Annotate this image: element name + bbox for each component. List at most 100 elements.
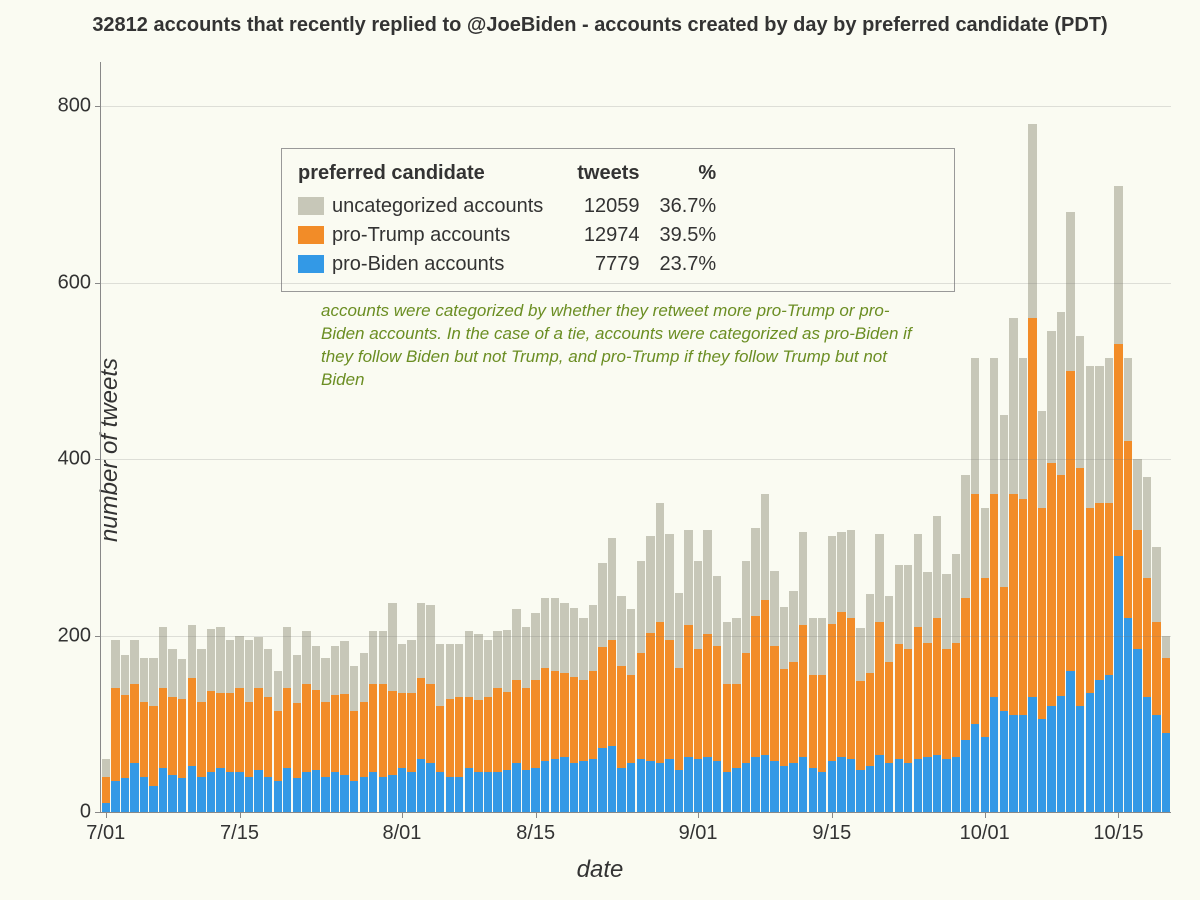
bar-segment-uncat	[407, 640, 415, 693]
bar-segment-uncat	[1105, 358, 1113, 504]
xtick-label: 7/15	[220, 822, 259, 845]
bar-segment-trump	[436, 706, 444, 772]
bar-segment-biden	[321, 777, 329, 812]
bar-segment-trump	[617, 666, 625, 767]
bar-segment-trump	[560, 673, 568, 757]
bar-segment-trump	[684, 625, 692, 757]
bar-segment-uncat	[961, 475, 969, 599]
bar-segment-biden	[503, 770, 511, 812]
bar-segment-uncat	[579, 618, 587, 680]
bar-segment-uncat	[1095, 366, 1103, 503]
ytick-mark	[95, 106, 101, 107]
ytick-mark	[95, 459, 101, 460]
bar-segment-uncat	[398, 644, 406, 693]
bar-segment-biden	[828, 761, 836, 812]
bar-segment-trump	[226, 693, 234, 772]
legend-cell-tweets: 12059	[557, 192, 639, 221]
bar-segment-trump	[531, 680, 539, 768]
bar-segment-uncat	[952, 554, 960, 642]
bar-segment-trump	[388, 691, 396, 775]
bar-segment-uncat	[1162, 636, 1170, 658]
bar-segment-biden	[789, 763, 797, 812]
bar-segment-biden	[226, 772, 234, 812]
plot-area: preferred candidate tweets % uncategoriz…	[100, 62, 1171, 813]
bar-segment-trump	[465, 697, 473, 768]
xtick-label: 10/01	[960, 822, 1010, 845]
bar-segment-uncat	[703, 530, 711, 634]
bar-segment-trump	[1066, 371, 1074, 671]
bar-segment-uncat	[1133, 459, 1141, 530]
bar-segment-uncat	[226, 640, 234, 693]
xtick-label: 8/15	[516, 822, 555, 845]
bar-segment-uncat	[742, 561, 750, 654]
bar-segment-uncat	[140, 658, 148, 702]
bar-segment-trump	[398, 693, 406, 768]
legend-row: pro-Biden accounts777923.7%	[298, 250, 716, 279]
bar-segment-uncat	[799, 532, 807, 625]
xtick-mark	[106, 812, 107, 818]
bar-segment-uncat	[732, 618, 740, 684]
bar-segment-biden	[102, 803, 110, 812]
bar-segment-biden	[656, 763, 664, 812]
bar-segment-biden	[130, 763, 138, 812]
bar-segment-trump	[216, 693, 224, 768]
bar-segment-biden	[159, 768, 167, 812]
bar-segment-biden	[541, 761, 549, 812]
bar-segment-biden	[866, 766, 874, 812]
ytick-label: 0	[41, 801, 91, 824]
bar-segment-biden	[388, 775, 396, 812]
bar-segment-biden	[522, 770, 530, 812]
bar-segment-trump	[713, 646, 721, 761]
bar-segment-biden	[512, 763, 520, 812]
bar-segment-uncat	[1019, 358, 1027, 499]
bar-segment-biden	[914, 759, 922, 812]
bar-segment-trump	[178, 699, 186, 778]
bar-segment-trump	[522, 688, 530, 769]
bar-segment-uncat	[130, 640, 138, 684]
bar-segment-uncat	[751, 528, 759, 616]
grid-line	[101, 636, 1171, 637]
bar-segment-uncat	[990, 358, 998, 495]
bar-segment-trump	[455, 697, 463, 776]
grid-line	[101, 106, 1171, 107]
bar-segment-trump	[665, 640, 673, 759]
bar-segment-biden	[732, 768, 740, 812]
bar-segment-uncat	[436, 644, 444, 706]
bar-segment-trump	[140, 702, 148, 777]
bar-segment-uncat	[942, 574, 950, 649]
legend-header-tweets: tweets	[557, 159, 639, 192]
categorization-note: accounts were categorized by whether the…	[321, 300, 931, 392]
bar-segment-biden	[837, 757, 845, 812]
bar-segment-biden	[484, 772, 492, 812]
bar-segment-biden	[197, 777, 205, 812]
bar-segment-trump	[1143, 578, 1151, 697]
bar-segment-trump	[121, 695, 129, 779]
bar-segment-uncat	[971, 358, 979, 495]
legend-cell-pct: 23.7%	[640, 250, 717, 279]
bar-segment-biden	[121, 778, 129, 812]
bar-segment-trump	[761, 600, 769, 754]
bar-segment-uncat	[1066, 212, 1074, 371]
bar-segment-trump	[723, 684, 731, 772]
bar-segment-uncat	[293, 655, 301, 704]
legend-label: pro-Trump accounts	[332, 224, 510, 246]
bar-segment-trump	[570, 677, 578, 763]
bar-segment-biden	[617, 768, 625, 812]
bar-segment-uncat	[350, 666, 358, 710]
bar-segment-trump	[751, 616, 759, 757]
bar-segment-biden	[761, 755, 769, 812]
bar-segment-uncat	[484, 640, 492, 697]
bar-segment-trump	[627, 675, 635, 763]
bar-segment-trump	[942, 649, 950, 759]
bar-segment-trump	[742, 653, 750, 763]
bar-segment-uncat	[627, 609, 635, 675]
bar-segment-uncat	[933, 516, 941, 617]
bar-segment-biden	[293, 778, 301, 812]
chart-title: 32812 accounts that recently replied to …	[0, 14, 1200, 37]
bar-segment-uncat	[1086, 366, 1094, 507]
bar-segment-trump	[446, 699, 454, 777]
xtick-mark	[985, 812, 986, 818]
bar-segment-biden	[168, 775, 176, 812]
bar-segment-uncat	[675, 593, 683, 668]
bar-segment-trump	[331, 695, 339, 773]
